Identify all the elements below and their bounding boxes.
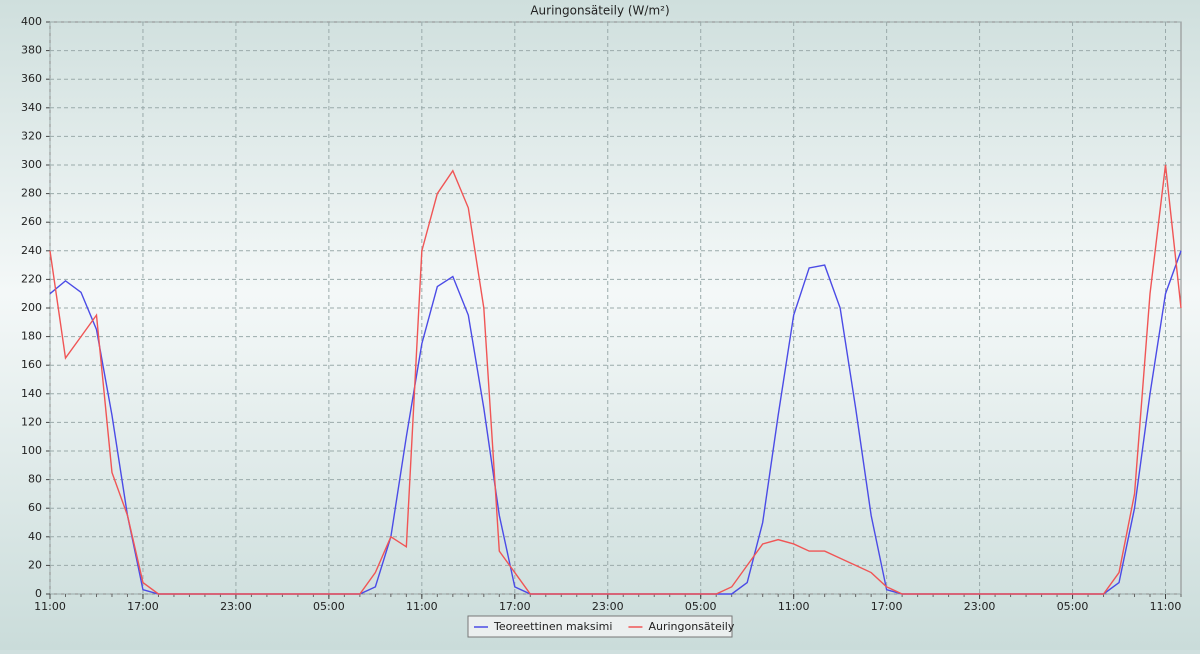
x-tick-label: 11:00: [1150, 600, 1182, 613]
y-tick-label: 360: [21, 72, 42, 85]
y-tick-label: 280: [21, 187, 42, 200]
x-tick-label: 05:00: [685, 600, 717, 613]
legend-box: [467, 615, 733, 638]
y-tick-label: 40: [28, 530, 42, 543]
series-line: [49, 164, 1182, 595]
y-tick-label: 380: [21, 44, 42, 57]
x-tick-label: 05:00: [1057, 600, 1089, 613]
chart-title: Auringonsäteily (W/m²): [530, 4, 669, 18]
x-tick-label: 05:00: [313, 600, 345, 613]
y-tick-label: 260: [21, 215, 42, 228]
x-tick-label: 23:00: [592, 600, 624, 613]
legend: Teoreettinen maksimi Auringonsäteily: [467, 615, 735, 638]
y-tick-label: 240: [21, 244, 42, 257]
y-tick-label: 180: [21, 330, 42, 343]
legend-label: Auringonsäteily: [648, 620, 734, 633]
y-tick-label: 60: [28, 501, 42, 514]
y-tick-label: 320: [21, 129, 42, 142]
legend-label: Teoreettinen maksimi: [493, 620, 612, 633]
x-tick-label: 17:00: [499, 600, 531, 613]
x-tick-label: 11:00: [34, 600, 66, 613]
x-tick-label: 23:00: [220, 600, 252, 613]
y-tick-label: 400: [21, 15, 42, 28]
y-tick-label: 140: [21, 387, 42, 400]
y-tick-label: 80: [28, 473, 42, 486]
x-tick-label: 17:00: [127, 600, 159, 613]
y-tick-label: 340: [21, 101, 42, 114]
y-tick-label: 160: [21, 358, 42, 371]
y-tick-label: 120: [21, 415, 42, 428]
y-tick-label: 300: [21, 158, 42, 171]
y-tick-label: 100: [21, 444, 42, 457]
y-tick-label: 20: [28, 558, 42, 571]
x-tick-label: 11:00: [406, 600, 438, 613]
x-tick-label: 11:00: [778, 600, 810, 613]
y-tick-label: 200: [21, 301, 42, 314]
x-tick-label: 17:00: [871, 600, 903, 613]
y-tick-label: 0: [35, 587, 42, 600]
x-tick-label: 23:00: [964, 600, 996, 613]
y-tick-label: 220: [21, 272, 42, 285]
